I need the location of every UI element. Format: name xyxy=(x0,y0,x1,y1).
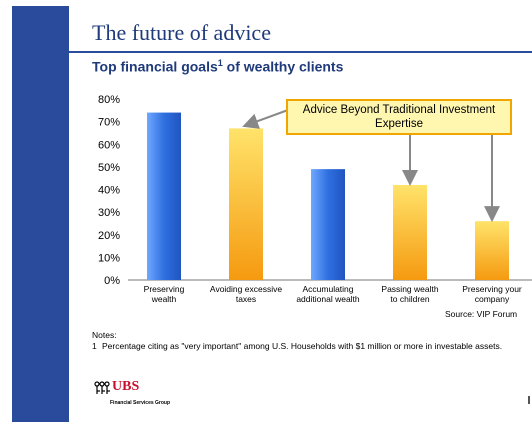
callout-box: Advice Beyond Traditional Investment Exp… xyxy=(286,99,512,135)
brand-sidebar xyxy=(12,0,69,422)
x-tick-label: company xyxy=(475,294,510,304)
x-tick-label: Preserving xyxy=(144,284,185,294)
y-tick-label: 20% xyxy=(98,230,120,242)
y-tick-label: 30% xyxy=(98,207,120,219)
page-edge-mark xyxy=(528,396,530,404)
x-tick-label: Preserving your xyxy=(462,284,522,294)
slide-title: The future of advice xyxy=(92,20,271,45)
bar-3 xyxy=(393,184,427,280)
top-strip xyxy=(0,0,532,6)
footnote-1: 1 Percentage citing as "very important" … xyxy=(92,341,522,352)
chart-subtitle: Top financial goals1 of wealthy clients xyxy=(92,58,343,75)
bar-1 xyxy=(229,128,263,280)
y-tick-label: 50% xyxy=(98,162,120,174)
y-tick-label: 80% xyxy=(98,94,120,106)
x-tick-label: Accumulating xyxy=(302,284,353,294)
title-divider xyxy=(34,51,532,53)
x-tick-label: Avoiding excessive xyxy=(210,284,282,294)
logo-text: UBS xyxy=(112,379,140,394)
bar-4 xyxy=(475,221,509,280)
subtitle-rest: of wealthy clients xyxy=(222,58,344,75)
x-tick-label: taxes xyxy=(236,294,256,304)
subtitle-text: Top financial goals xyxy=(92,58,218,75)
footnote-number: 1 xyxy=(92,341,97,351)
x-tick-label: wealth xyxy=(151,294,177,304)
callout-arrow xyxy=(242,109,289,129)
y-tick-label: 70% xyxy=(98,117,120,129)
bar-2 xyxy=(311,169,345,280)
logo-subtext: Financial Services Group xyxy=(110,400,171,406)
x-tick-label: Passing wealth xyxy=(381,284,438,294)
y-tick-label: 10% xyxy=(98,252,120,264)
bar-0 xyxy=(147,112,181,280)
keys-icon xyxy=(94,381,110,394)
footnote-text: Percentage citing as "very important" am… xyxy=(102,341,503,351)
notes-section: Notes: 1 Percentage citing as "very impo… xyxy=(92,330,522,352)
y-tick-label: 60% xyxy=(98,139,120,151)
y-tick-label: 0% xyxy=(104,275,120,287)
notes-label: Notes: xyxy=(92,330,117,340)
source-note: Source: VIP Forum xyxy=(445,309,518,319)
x-tick-label: to children xyxy=(390,294,429,304)
y-tick-label: 40% xyxy=(98,185,120,197)
footnote-marker: 1 xyxy=(217,58,223,68)
x-tick-label: additional wealth xyxy=(296,294,360,304)
